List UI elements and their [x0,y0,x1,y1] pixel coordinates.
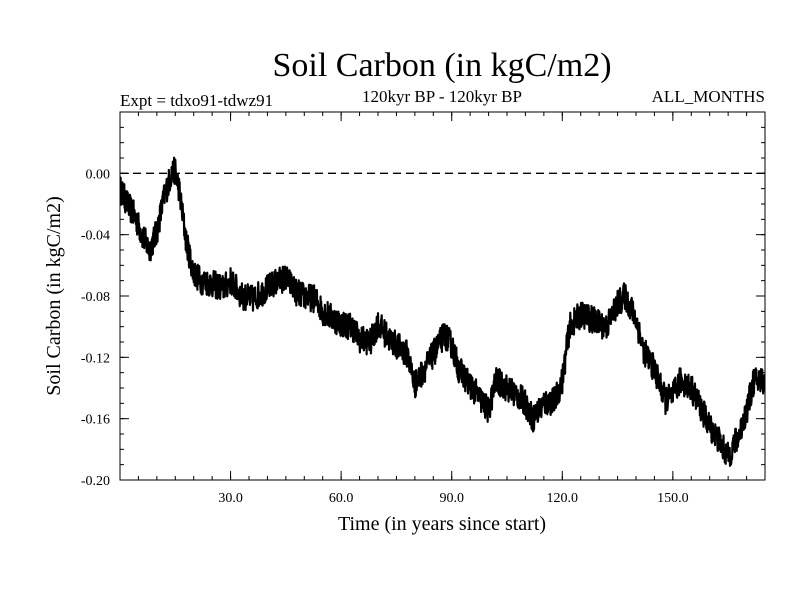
x-tick-label: 60.0 [329,491,354,506]
y-tick-label: -0.12 [81,351,110,366]
x-tick-label: 120.0 [547,491,579,506]
expt-label: Expt = tdxo91-tdwz91 [120,91,273,110]
y-tick-labels: 0.00 -0.04 -0.08 -0.12 -0.16 -0.20 [81,167,110,489]
period-label: 120kyr BP - 120kyr BP [362,87,522,106]
y-tick-label: -0.20 [81,474,110,489]
x-tick-label: 150.0 [657,491,689,506]
y-axis-label: Soil Carbon (in kgC/m2) [43,196,65,395]
major-ticks [120,112,765,481]
x-axis-label: Time (in years since start) [338,513,546,535]
x-tick-label: 30.0 [218,491,243,506]
chart-title: Soil Carbon (in kgC/m2) [272,47,611,84]
season-label: ALL_MONTHS [652,87,765,106]
y-tick-label: -0.08 [81,290,110,305]
y-tick-label: -0.16 [81,413,110,428]
x-tick-labels: 30.0 60.0 90.0 120.0 150.0 [218,491,688,506]
soil-carbon-series-line [120,156,765,467]
y-tick-label: 0.00 [86,167,111,182]
y-tick-label: -0.04 [81,229,110,244]
x-tick-label: 90.0 [439,491,464,506]
